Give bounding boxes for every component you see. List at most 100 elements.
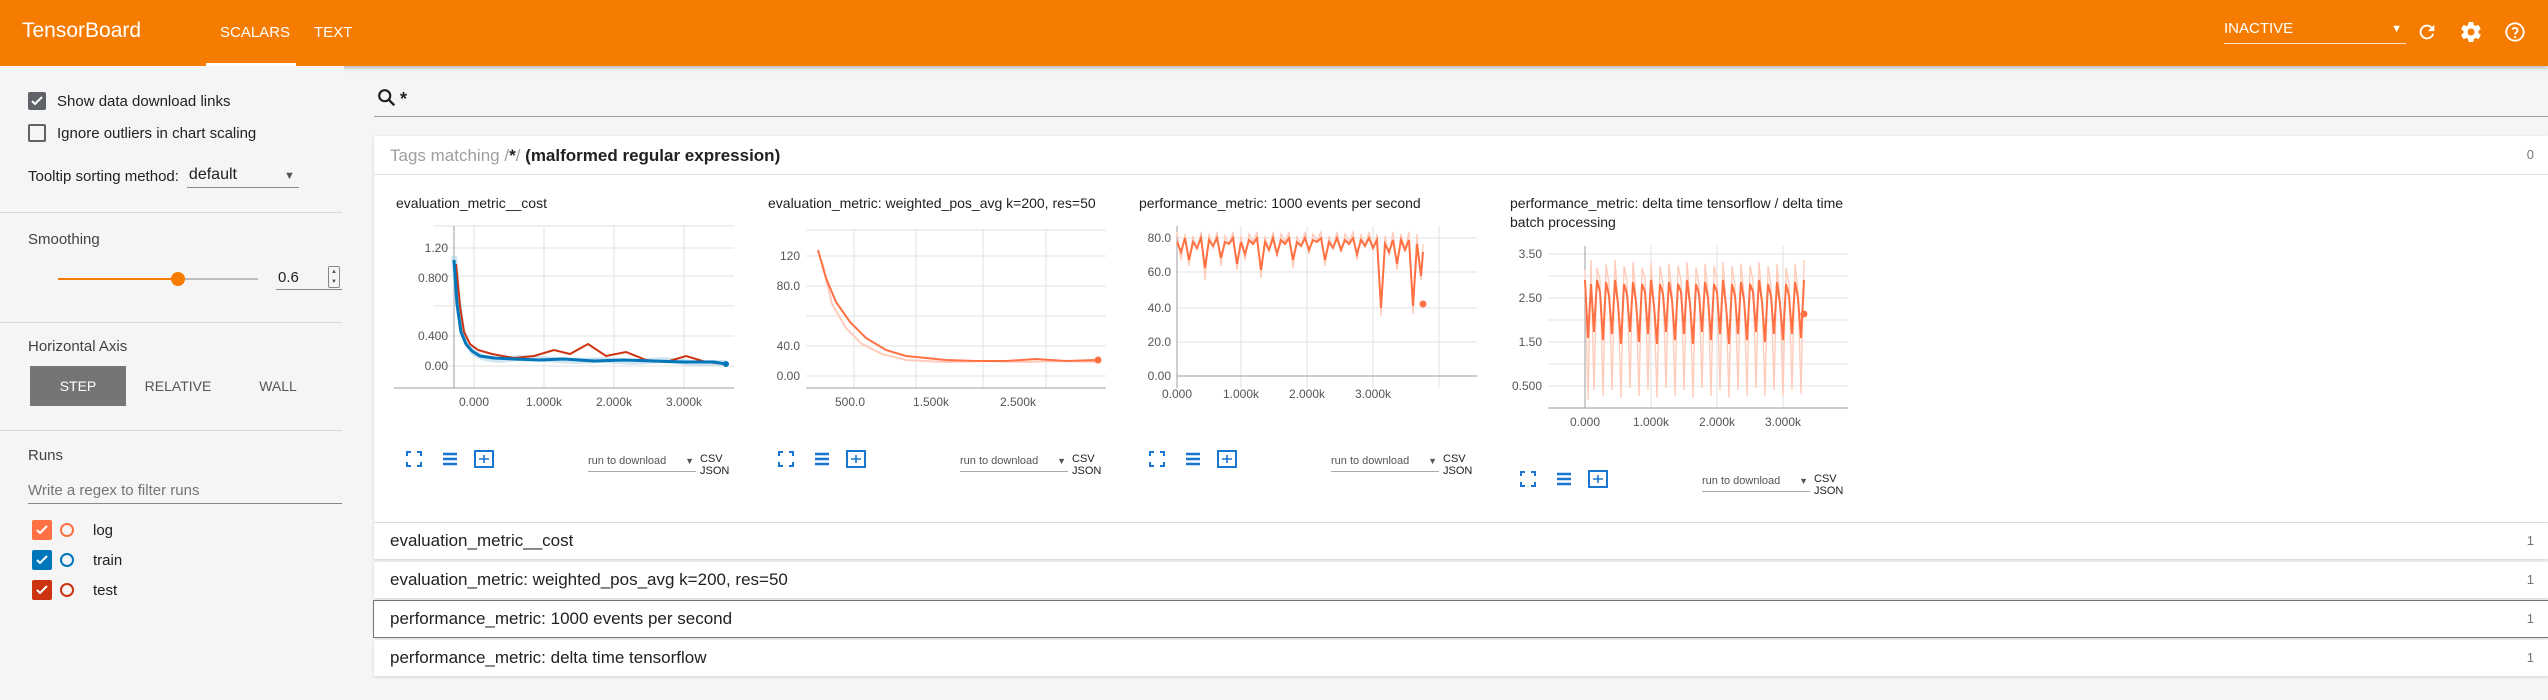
category-header[interactable]: Tags matching /*/ (malformed regular exp… <box>390 146 780 166</box>
smoothing-slider[interactable] <box>58 272 258 286</box>
sidebar-divider <box>0 322 342 323</box>
series-train-raw <box>451 255 726 366</box>
smoothing-slider-fill <box>58 278 178 280</box>
runs-filter-input[interactable]: Write a regex to filter runs <box>28 478 342 504</box>
radio-icon[interactable] <box>60 553 74 567</box>
run-download-select[interactable]: run to download ▼ <box>960 452 1068 472</box>
line-chart[interactable]: 120 80.0 40.0 0.00 500.0 1.500k 2.500k <box>746 220 1118 420</box>
axis-wall-button[interactable]: WALL <box>259 378 297 394</box>
run-download-select[interactable]: run to download ▼ <box>1702 472 1810 492</box>
log-scale-icon[interactable] <box>438 448 462 470</box>
x-tick-label: 2.500k <box>1000 395 1037 409</box>
tooltip-sorting-label: Tooltip sorting method: <box>28 167 179 185</box>
log-scale-icon[interactable] <box>810 448 834 470</box>
checkbox-checked-icon[interactable] <box>28 92 46 110</box>
radio-icon[interactable] <box>60 583 74 597</box>
smoothing-slider-knob[interactable] <box>171 272 185 286</box>
category-count: 1 <box>2526 533 2534 548</box>
ignore-outliers-toggle[interactable]: Ignore outliers in chart scaling <box>28 124 256 142</box>
card-title: performance_metric: 1000 events per seco… <box>1139 195 1421 211</box>
sidebar: Show data download links Ignore outliers… <box>0 66 344 700</box>
category-suffix: / <box>515 146 521 165</box>
fit-domain-icon[interactable] <box>844 448 868 470</box>
checkbox-checked-icon[interactable] <box>32 580 52 600</box>
search-icon <box>376 87 398 114</box>
run-download-select[interactable]: run to download ▼ <box>1331 452 1439 472</box>
scalar-card: performance_metric: 1000 events per seco… <box>1117 194 1477 514</box>
category-pane-collapsed[interactable]: performance_metric: 1000 events per seco… <box>373 600 2548 638</box>
run-download-label: run to download <box>1331 455 1410 467</box>
chevron-down-icon: ▼ <box>284 170 295 182</box>
run-download-select[interactable]: run to download ▼ <box>588 452 696 472</box>
log-scale-icon[interactable] <box>1181 448 1205 470</box>
category-pane-collapsed[interactable]: evaluation_metric__cost 1 <box>374 523 2548 559</box>
refresh-icon[interactable] <box>2412 17 2442 47</box>
axis-step-button[interactable]: STEP <box>30 366 126 406</box>
plugin-select-value: INACTIVE <box>2224 20 2294 37</box>
expand-icon[interactable] <box>1145 448 1169 470</box>
axis-relative-button[interactable]: RELATIVE <box>144 378 212 394</box>
csv-json-links[interactable]: CSV JSON <box>1443 453 1473 477</box>
category-pane-tags-matching: Tags matching /*/ (malformed regular exp… <box>374 136 2548 522</box>
smoothing-title: Smoothing <box>28 231 100 248</box>
plugin-select[interactable]: INACTIVE ▼ <box>2224 20 2406 44</box>
y-tick-label: 20.0 <box>1148 335 1172 349</box>
y-tick-label: 120 <box>780 249 800 263</box>
category-pane-collapsed[interactable]: performance_metric: delta time tensorflo… <box>374 640 2548 676</box>
checkbox-checked-icon[interactable] <box>32 550 52 570</box>
tab-scalars[interactable]: SCALARS <box>220 24 291 41</box>
category-pane-collapsed[interactable]: evaluation_metric: weighted_pos_avg k=20… <box>374 562 2548 598</box>
fit-domain-icon[interactable] <box>472 448 496 470</box>
card-title: evaluation_metric: weighted_pos_avg k=20… <box>768 195 1096 211</box>
csv-json-links[interactable]: CSV JSON <box>1072 453 1102 477</box>
csv-json-links[interactable]: CSV JSON <box>1814 473 1844 497</box>
x-tick-label: 0.000 <box>459 395 489 409</box>
line-chart[interactable]: 1.20 0.800 0.400 0.00 0.000 1.000k 2.000… <box>374 220 746 420</box>
line-chart[interactable]: 3.50 2.50 1.50 0.500 0.000 1.000k 2.000k… <box>1488 240 1860 440</box>
top-toolbar: TensorBoard SCALARS TEXT INACTIVE ▼ <box>0 0 2548 66</box>
y-tick-label: 40.0 <box>777 339 801 353</box>
expand-icon[interactable] <box>402 448 426 470</box>
checkbox-checked-icon[interactable] <box>32 520 52 540</box>
chevron-down-icon: ▼ <box>1428 456 1437 466</box>
y-tick-label: 0.500 <box>1512 379 1542 393</box>
line-chart[interactable]: 80.0 60.0 40.0 20.0 0.00 0.000 1.000k 2.… <box>1117 220 1489 420</box>
run-item-log[interactable]: log <box>32 520 113 540</box>
expand-icon[interactable] <box>774 448 798 470</box>
tag-filter-input[interactable]: * <box>374 83 2548 117</box>
chevron-down-icon: ▼ <box>2391 23 2402 35</box>
category-count: 0 <box>2526 147 2534 162</box>
series-test <box>455 263 727 365</box>
run-label: log <box>93 521 114 539</box>
scalar-card: performance_metric: delta time tensorflo… <box>1488 194 1848 514</box>
gear-icon[interactable] <box>2456 17 2486 47</box>
help-icon[interactable] <box>2500 17 2530 47</box>
tooltip-sorting-select[interactable]: default ▼ <box>186 164 299 188</box>
y-tick-label: 60.0 <box>1148 265 1172 279</box>
category-divider <box>374 174 2548 175</box>
run-item-train[interactable]: train <box>32 550 122 570</box>
category-count: 1 <box>2526 611 2534 626</box>
smoothing-input[interactable]: 0.6 ▲ ▼ <box>276 266 342 290</box>
show-download-links-toggle[interactable]: Show data download links <box>28 92 230 110</box>
radio-icon[interactable] <box>60 523 74 537</box>
show-download-links-label: Show data download links <box>57 92 231 110</box>
smoothing-value: 0.6 <box>278 269 299 286</box>
spinner-icon[interactable]: ▲ ▼ <box>328 266 340 288</box>
checkbox-unchecked-icon[interactable] <box>28 124 46 142</box>
fit-domain-icon[interactable] <box>1586 468 1610 490</box>
x-tick-label: 500.0 <box>835 395 865 409</box>
tab-text[interactable]: TEXT <box>314 24 353 41</box>
tag-filter-value: * <box>400 89 408 109</box>
card-title: evaluation_metric__cost <box>396 195 547 211</box>
y-tick-label: 0.800 <box>418 271 448 285</box>
csv-json-links[interactable]: CSV JSON <box>700 453 730 477</box>
tooltip-sorting-value: default <box>188 166 237 183</box>
x-tick-label: 3.000k <box>1355 387 1392 401</box>
expand-icon[interactable] <box>1516 468 1540 490</box>
run-item-test[interactable]: test <box>32 580 117 600</box>
series-end-marker <box>1094 356 1102 364</box>
log-scale-icon[interactable] <box>1552 468 1576 490</box>
fit-domain-icon[interactable] <box>1215 448 1239 470</box>
series-log <box>1176 234 1424 309</box>
